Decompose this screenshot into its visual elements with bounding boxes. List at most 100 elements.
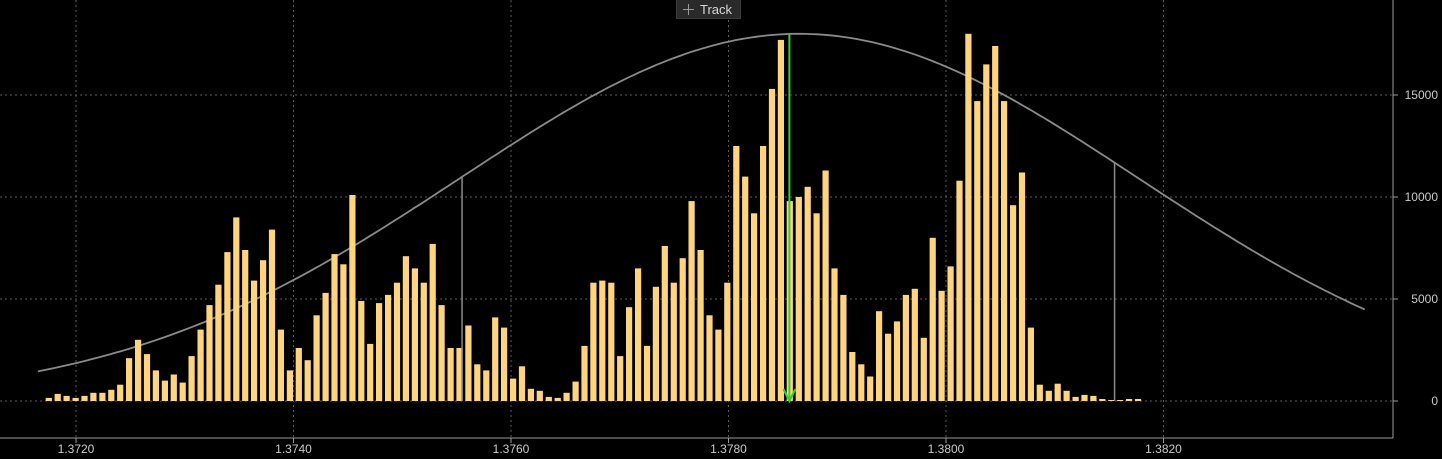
x-tick-label: 1.3760	[493, 442, 530, 456]
histogram-bar	[143, 354, 151, 401]
histogram-bar	[643, 345, 651, 401]
histogram-bar	[1126, 399, 1133, 401]
histogram-bar	[751, 213, 758, 401]
histogram-bar	[679, 258, 686, 401]
histogram-bar	[1018, 172, 1026, 401]
histogram-bar	[920, 337, 927, 401]
histogram-bar	[608, 282, 615, 401]
distribution-curve-group	[37, 32, 1366, 373]
histogram-bar	[706, 315, 713, 401]
histogram-bar	[179, 382, 186, 401]
x-tick-label: 1.3720	[58, 442, 95, 456]
histogram-bar	[947, 266, 954, 401]
histogram-bar	[688, 201, 695, 401]
y-axis-ticks: 0 5000 10000 15000	[1393, 88, 1438, 408]
histogram-bar	[152, 370, 159, 401]
histogram-bar	[1081, 394, 1088, 401]
histogram-bar	[697, 250, 704, 401]
histogram-bar	[411, 268, 418, 401]
histogram-bar	[965, 33, 972, 402]
histogram-bar	[402, 256, 409, 401]
y-tick-label: 0	[1431, 394, 1438, 408]
track-button-label: Track	[700, 1, 733, 17]
histogram-bar	[563, 392, 570, 401]
histogram-bar	[733, 146, 740, 401]
histogram-bar	[893, 321, 901, 401]
histogram-bar	[224, 252, 231, 401]
histogram-bar	[429, 243, 436, 401]
histogram-bar	[956, 180, 963, 401]
histogram-bar	[242, 250, 249, 401]
histogram-bar	[54, 393, 61, 401]
histogram-bar	[367, 343, 374, 401]
histogram-bar	[858, 364, 865, 401]
histogram-bar	[385, 294, 392, 401]
histogram-bar	[510, 378, 517, 401]
histogram-bar	[777, 39, 784, 402]
histogram-bar	[867, 376, 874, 401]
histogram-bar	[527, 388, 534, 401]
histogram-bar	[992, 46, 999, 401]
histogram-bar	[206, 305, 213, 401]
histogram-bar	[447, 348, 454, 401]
histogram-bar	[304, 360, 311, 401]
histogram-bar	[911, 288, 918, 401]
histogram-bar	[1117, 400, 1124, 401]
sigma-lines	[461, 162, 1116, 401]
histogram-bar	[1036, 384, 1043, 401]
histogram-bar	[1134, 399, 1142, 401]
x-tick-label: 1.3740	[275, 442, 312, 456]
histogram-bar	[724, 282, 731, 401]
histogram-bar	[768, 88, 776, 402]
histogram-bar	[331, 254, 338, 401]
histogram-bar	[376, 303, 383, 401]
histogram-bar	[1001, 101, 1008, 401]
histogram-bar	[670, 282, 677, 401]
histogram-bar	[545, 396, 552, 401]
histogram-bar	[902, 294, 909, 401]
histogram-bar	[295, 348, 302, 401]
histogram-bar	[340, 264, 347, 401]
histogram-bar	[277, 329, 284, 401]
histogram-bar	[99, 392, 106, 401]
histogram-bar	[822, 170, 829, 401]
histogram-bar	[876, 311, 883, 401]
track-button[interactable]: Track	[676, 0, 742, 19]
histogram-bar	[983, 64, 990, 402]
histogram-bar	[849, 352, 856, 401]
histogram-bar	[161, 380, 168, 401]
histogram-bar	[1072, 396, 1079, 401]
axes	[0, 0, 1394, 439]
histogram-bar	[1010, 205, 1017, 401]
x-tick-label: 1.3820	[1145, 442, 1182, 456]
histogram-bar	[233, 217, 240, 401]
histogram-bar	[126, 358, 133, 401]
histogram-bar	[554, 397, 561, 401]
histogram-bar	[581, 345, 588, 401]
histogram-bar	[483, 370, 490, 401]
x-axis-ticks: 1.3720 1.3740 1.3760 1.3780 1.3800 1.3820	[58, 438, 1182, 456]
histogram-bar	[536, 390, 543, 401]
histogram-bar	[661, 246, 668, 401]
histogram-bar	[1108, 400, 1115, 401]
current-price-marker	[782, 33, 797, 404]
histogram-bar	[572, 381, 579, 401]
crosshair-icon	[683, 3, 694, 15]
histogram-bar	[358, 301, 365, 401]
histogram-bar	[492, 317, 499, 401]
histogram-bar	[349, 195, 356, 401]
y-tick-label: 5000	[1411, 292, 1438, 306]
histogram-bar	[760, 146, 767, 401]
histogram-bar	[90, 392, 97, 401]
histogram-bar	[456, 348, 463, 401]
histogram-bar	[1090, 395, 1097, 401]
histogram-bar	[518, 366, 526, 401]
histogram-bar	[322, 292, 329, 401]
histogram-bar	[197, 329, 204, 401]
histogram-bars	[45, 33, 1142, 402]
histogram-bar	[215, 284, 222, 401]
histogram-bar	[81, 395, 88, 401]
histogram-bar	[938, 290, 945, 401]
histogram-bar	[63, 395, 70, 401]
